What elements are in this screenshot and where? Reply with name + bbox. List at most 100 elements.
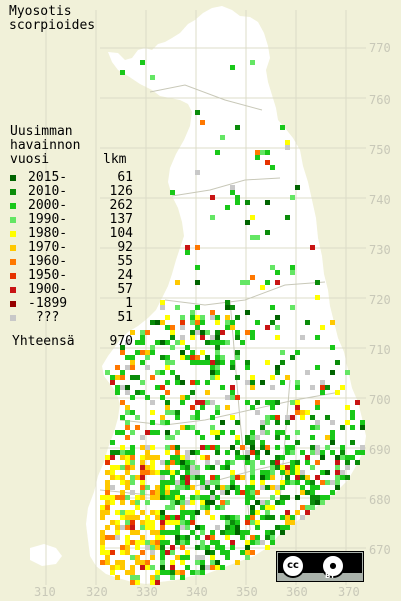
- observation-square: [315, 500, 320, 505]
- observation-square: [180, 570, 185, 575]
- observation-square: [145, 470, 150, 475]
- observation-square: [185, 500, 190, 505]
- observation-square: [190, 380, 195, 385]
- observation-square: [320, 495, 325, 500]
- observation-square: [225, 550, 230, 555]
- observation-square: [100, 545, 105, 550]
- observation-square: [280, 500, 285, 505]
- observation-square: [135, 580, 140, 585]
- species-name-line2: scorpioides: [9, 18, 96, 33]
- observation-square: [260, 515, 265, 520]
- legend-label: 2010-: [28, 184, 68, 199]
- observation-square: [230, 185, 235, 190]
- observation-square: [140, 510, 145, 515]
- observation-square: [220, 430, 225, 435]
- observation-square: [300, 450, 305, 455]
- observation-square: [145, 515, 150, 520]
- observation-square: [120, 500, 125, 505]
- observation-square: [205, 340, 210, 345]
- observation-square: [145, 520, 150, 525]
- observation-square: [155, 535, 160, 540]
- observation-square: [195, 280, 200, 285]
- observation-square: [220, 360, 225, 365]
- observation-square: [150, 460, 155, 465]
- observation-square: [340, 445, 345, 450]
- observation-square: [240, 445, 245, 450]
- observation-square: [345, 460, 350, 465]
- observation-square: [160, 415, 165, 420]
- observation-square: [165, 515, 170, 520]
- observation-square: [130, 375, 135, 380]
- observation-square: [200, 350, 205, 355]
- legend-row: 2015- 61: [8, 171, 133, 185]
- observation-square: [115, 475, 120, 480]
- observation-square: [235, 440, 240, 445]
- observation-square: [230, 475, 235, 480]
- observation-square: [345, 455, 350, 460]
- observation-square: [180, 495, 185, 500]
- observation-square: [190, 465, 195, 470]
- legend-count: 104: [109, 226, 133, 241]
- observation-square: [250, 505, 255, 510]
- observation-square: [130, 570, 135, 575]
- observation-square: [105, 370, 110, 375]
- grid-label-y: 750: [369, 143, 391, 157]
- observation-square: [120, 345, 125, 350]
- grid-label-y: 720: [369, 293, 391, 307]
- observation-square: [215, 540, 220, 545]
- observation-square: [235, 485, 240, 490]
- observation-square: [140, 490, 145, 495]
- observation-square: [125, 515, 130, 520]
- observation-square: [120, 465, 125, 470]
- observation-square: [140, 535, 145, 540]
- observation-square: [170, 575, 175, 580]
- observation-square: [155, 515, 160, 520]
- legend-count: 55: [117, 254, 133, 269]
- grid-label-x: 310: [34, 585, 56, 599]
- observation-square: [190, 390, 195, 395]
- observation-square: [295, 185, 300, 190]
- observation-square: [120, 545, 125, 550]
- observation-square: [260, 445, 265, 450]
- legend-heading-line2: havainnon: [10, 138, 81, 153]
- observation-square: [285, 515, 290, 520]
- observation-square: [200, 315, 205, 320]
- observation-square: [285, 435, 290, 440]
- observation-square: [145, 540, 150, 545]
- observation-square: [110, 570, 115, 575]
- observation-square: [140, 435, 145, 440]
- observation-square: [165, 550, 170, 555]
- observation-square: [145, 330, 150, 335]
- observation-square: [130, 365, 135, 370]
- observation-square: [300, 485, 305, 490]
- observation-square: [235, 455, 240, 460]
- observation-square: [175, 410, 180, 415]
- observation-square: [240, 550, 245, 555]
- observation-square: [250, 385, 255, 390]
- observation-square: [165, 570, 170, 575]
- legend-label: 1950-: [28, 268, 68, 283]
- observation-square: [295, 510, 300, 515]
- observation-square: [200, 435, 205, 440]
- observation-square: [135, 350, 140, 355]
- observation-square: [170, 335, 175, 340]
- observation-square: [235, 420, 240, 425]
- observation-square: [270, 465, 275, 470]
- legend-heading-line3: vuosi: [10, 152, 50, 167]
- observation-square: [300, 475, 305, 480]
- observation-square: [360, 445, 365, 450]
- cc-by-license-badge[interactable]: cc ● BY: [276, 551, 364, 582]
- observation-square: [225, 405, 230, 410]
- observation-square: [130, 410, 135, 415]
- observation-square: [145, 445, 150, 450]
- observation-square: [215, 560, 220, 565]
- observation-square: [250, 495, 255, 500]
- observation-square: [345, 370, 350, 375]
- observation-square: [200, 335, 205, 340]
- observation-square: [175, 540, 180, 545]
- observation-square: [335, 455, 340, 460]
- observation-square: [275, 325, 280, 330]
- observation-square: [345, 420, 350, 425]
- observation-square: [150, 345, 155, 350]
- observation-square: [210, 495, 215, 500]
